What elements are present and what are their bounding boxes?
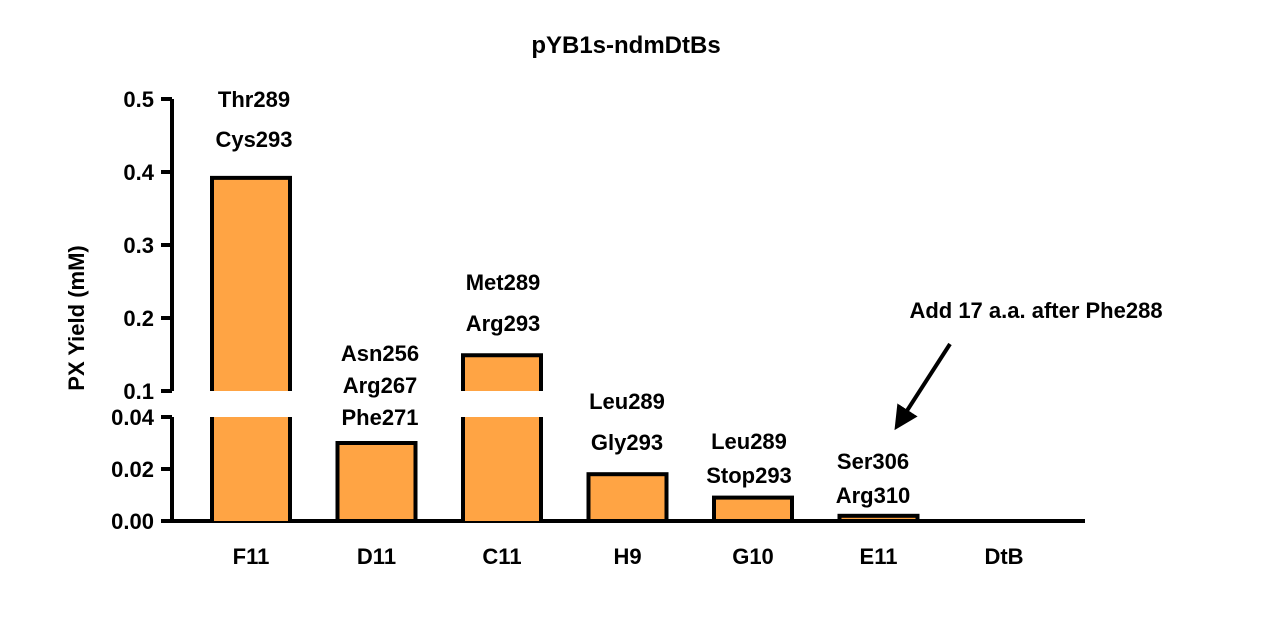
y-tick-label: 0.04 [111, 405, 155, 430]
annotation-text: Add 17 a.a. after Phe288 [909, 298, 1162, 323]
bar-mutation-label: Stop293 [706, 463, 792, 488]
annotation-arrow [894, 342, 952, 431]
bar-mutation-label: Asn256 [341, 341, 419, 366]
y-tick-label: 0.3 [123, 233, 154, 258]
bar-mutation-label: Arg267 [343, 373, 418, 398]
bar-mutation-label: Gly293 [591, 430, 663, 455]
y-axis-label: PX Yield (mM) [64, 245, 89, 390]
x-tick-label: DtB [984, 544, 1023, 569]
x-tick-label: D11 [357, 544, 396, 569]
bar-mutation-label: Ser306 [837, 449, 909, 474]
bar-mutation-label: Thr289 [218, 87, 290, 112]
bar-labels: Thr289 Cys293 Asn256 Arg267 Phe271 Met289 Arg2… [215, 87, 910, 508]
bar-mutation-label: Leu289 [589, 389, 665, 414]
y-tick-label: 0.2 [123, 306, 154, 331]
bar [461, 353, 543, 521]
bar [586, 472, 669, 524]
bar-mutation-label: Arg293 [466, 311, 541, 336]
bar-mutation-label: Arg310 [836, 483, 911, 508]
y-tick-label: 0.4 [123, 160, 154, 185]
x-tick-label: F11 [233, 544, 270, 569]
chart-title: pYB1s-ndmDtBs [531, 32, 720, 59]
x-tick-label: G10 [732, 544, 774, 569]
axis-break [158, 392, 560, 419]
bar [837, 513, 920, 523]
x-tick-label: E11 [860, 544, 898, 569]
bar [712, 495, 794, 524]
y-ticks: 0.1 0.2 0.3 0.4 0.5 0.00 0.02 0.04 [111, 87, 172, 534]
bar-mutation-label: Cys293 [215, 127, 292, 152]
x-tick-label: C11 [482, 544, 521, 569]
y-tick-label: 0.5 [123, 87, 154, 112]
annotation: Add 17 a.a. after Phe288 [894, 298, 1163, 431]
bar-mutation-label: Phe271 [341, 405, 418, 430]
x-tick-label: H9 [613, 544, 641, 569]
bar [335, 441, 418, 523]
y-tick-label: 0.00 [111, 509, 154, 534]
bar-mutation-label: Leu289 [711, 429, 787, 454]
y-tick-label: 0.02 [111, 457, 154, 482]
bar-mutation-label: Met289 [466, 270, 541, 295]
bars [210, 175, 920, 524]
bar [210, 175, 292, 521]
x-tick-labels: F11 D11 C11 H9 G10 E11 DtB [233, 544, 1024, 569]
y-tick-label: 0.1 [123, 379, 154, 404]
